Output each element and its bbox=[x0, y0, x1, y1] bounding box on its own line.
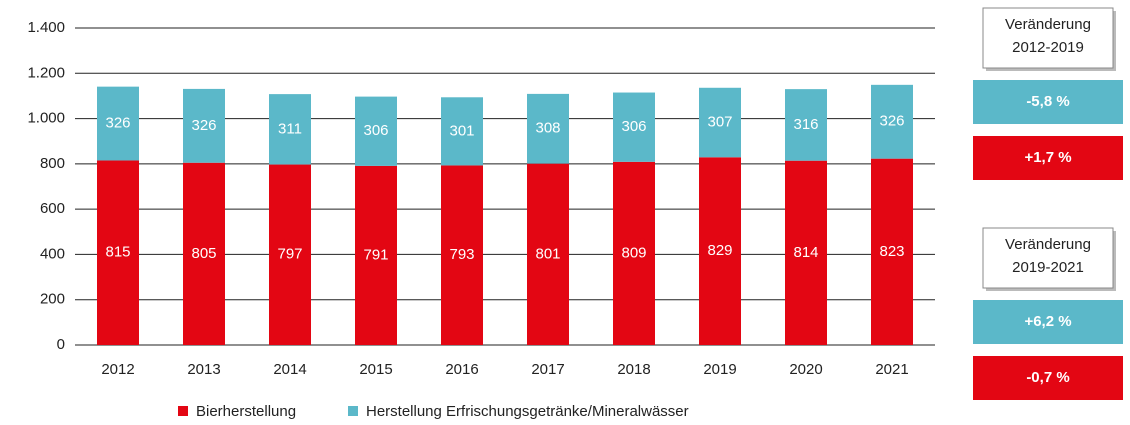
y-tick-label: 1.000 bbox=[27, 110, 65, 127]
bar-segment bbox=[785, 89, 827, 161]
y-tick-label: 200 bbox=[40, 291, 65, 308]
data-label: 306 bbox=[363, 122, 388, 139]
x-tick-label: 2012 bbox=[101, 361, 134, 378]
x-tick-label: 2021 bbox=[875, 361, 908, 378]
data-label: 326 bbox=[105, 115, 130, 132]
data-label: 815 bbox=[105, 244, 130, 261]
change-value: +1,7 % bbox=[1024, 149, 1071, 166]
data-label: 306 bbox=[621, 118, 646, 135]
data-label: 814 bbox=[793, 244, 818, 261]
change-box bbox=[973, 356, 1123, 400]
bar-segment bbox=[269, 164, 311, 345]
data-label: 308 bbox=[535, 120, 560, 137]
legend-swatch bbox=[178, 406, 188, 416]
data-label: 791 bbox=[363, 246, 388, 263]
change-value: +6,2 % bbox=[1024, 313, 1071, 330]
bar-segment bbox=[269, 94, 311, 165]
change-box bbox=[973, 136, 1123, 180]
data-label: 311 bbox=[278, 120, 302, 137]
bar-segment bbox=[871, 84, 913, 159]
bar-segment bbox=[699, 157, 741, 345]
data-label: 326 bbox=[191, 117, 216, 134]
bar-segment bbox=[441, 165, 483, 345]
data-label: 801 bbox=[535, 245, 560, 262]
data-label: 829 bbox=[707, 242, 732, 259]
bar-segment bbox=[785, 160, 827, 345]
data-label: 326 bbox=[879, 113, 904, 130]
data-label: 793 bbox=[449, 246, 474, 263]
change-value: -0,7 % bbox=[1026, 369, 1069, 386]
data-label: 805 bbox=[191, 245, 216, 262]
x-tick-label: 2019 bbox=[703, 361, 736, 378]
annotation-box bbox=[982, 227, 1114, 289]
data-label: 307 bbox=[707, 114, 732, 131]
y-tick-label: 600 bbox=[40, 200, 65, 217]
y-tick-label: 0 bbox=[57, 336, 65, 353]
legend-swatch bbox=[348, 406, 358, 416]
data-label: 301 bbox=[449, 122, 474, 139]
bar-segment bbox=[355, 96, 397, 166]
legend-label: Herstellung Erfrischungsgetränke/Mineral… bbox=[366, 403, 689, 420]
legend-label: Bierherstellung bbox=[196, 403, 296, 420]
annotation-box bbox=[982, 7, 1114, 69]
annotation-label: Veränderung bbox=[1005, 16, 1091, 33]
y-tick-label: 800 bbox=[40, 155, 65, 172]
change-box bbox=[973, 300, 1123, 344]
change-value: -5,8 % bbox=[1026, 93, 1069, 110]
annotation-label: Veränderung bbox=[1005, 236, 1091, 253]
bar-segment bbox=[527, 93, 569, 164]
change-box bbox=[973, 80, 1123, 124]
x-tick-label: 2013 bbox=[187, 361, 220, 378]
bar-segment bbox=[97, 86, 139, 161]
bar-segment bbox=[613, 161, 655, 345]
bar-segment bbox=[613, 92, 655, 162]
bar-segment bbox=[183, 88, 225, 163]
data-label: 809 bbox=[621, 244, 646, 261]
data-label: 823 bbox=[879, 243, 904, 260]
y-tick-label: 1.400 bbox=[27, 19, 65, 36]
x-tick-label: 2015 bbox=[359, 361, 392, 378]
x-tick-label: 2016 bbox=[445, 361, 478, 378]
annotation-period: 2012-2019 bbox=[1012, 39, 1084, 56]
data-label: 316 bbox=[793, 116, 818, 133]
annotation-period: 2019-2021 bbox=[1012, 259, 1084, 276]
x-tick-label: 2018 bbox=[617, 361, 650, 378]
bar-segment bbox=[355, 165, 397, 345]
bar-segment bbox=[871, 158, 913, 345]
x-tick-label: 2020 bbox=[789, 361, 822, 378]
y-tick-label: 400 bbox=[40, 245, 65, 262]
bar-segment bbox=[441, 97, 483, 166]
bar-segment bbox=[97, 160, 139, 345]
bar-segment bbox=[699, 87, 741, 158]
x-tick-label: 2014 bbox=[273, 361, 306, 378]
bar-segment bbox=[183, 162, 225, 345]
bar-segment bbox=[527, 163, 569, 345]
x-tick-label: 2017 bbox=[531, 361, 564, 378]
data-label: 797 bbox=[277, 246, 302, 263]
y-tick-label: 1.200 bbox=[27, 64, 65, 81]
